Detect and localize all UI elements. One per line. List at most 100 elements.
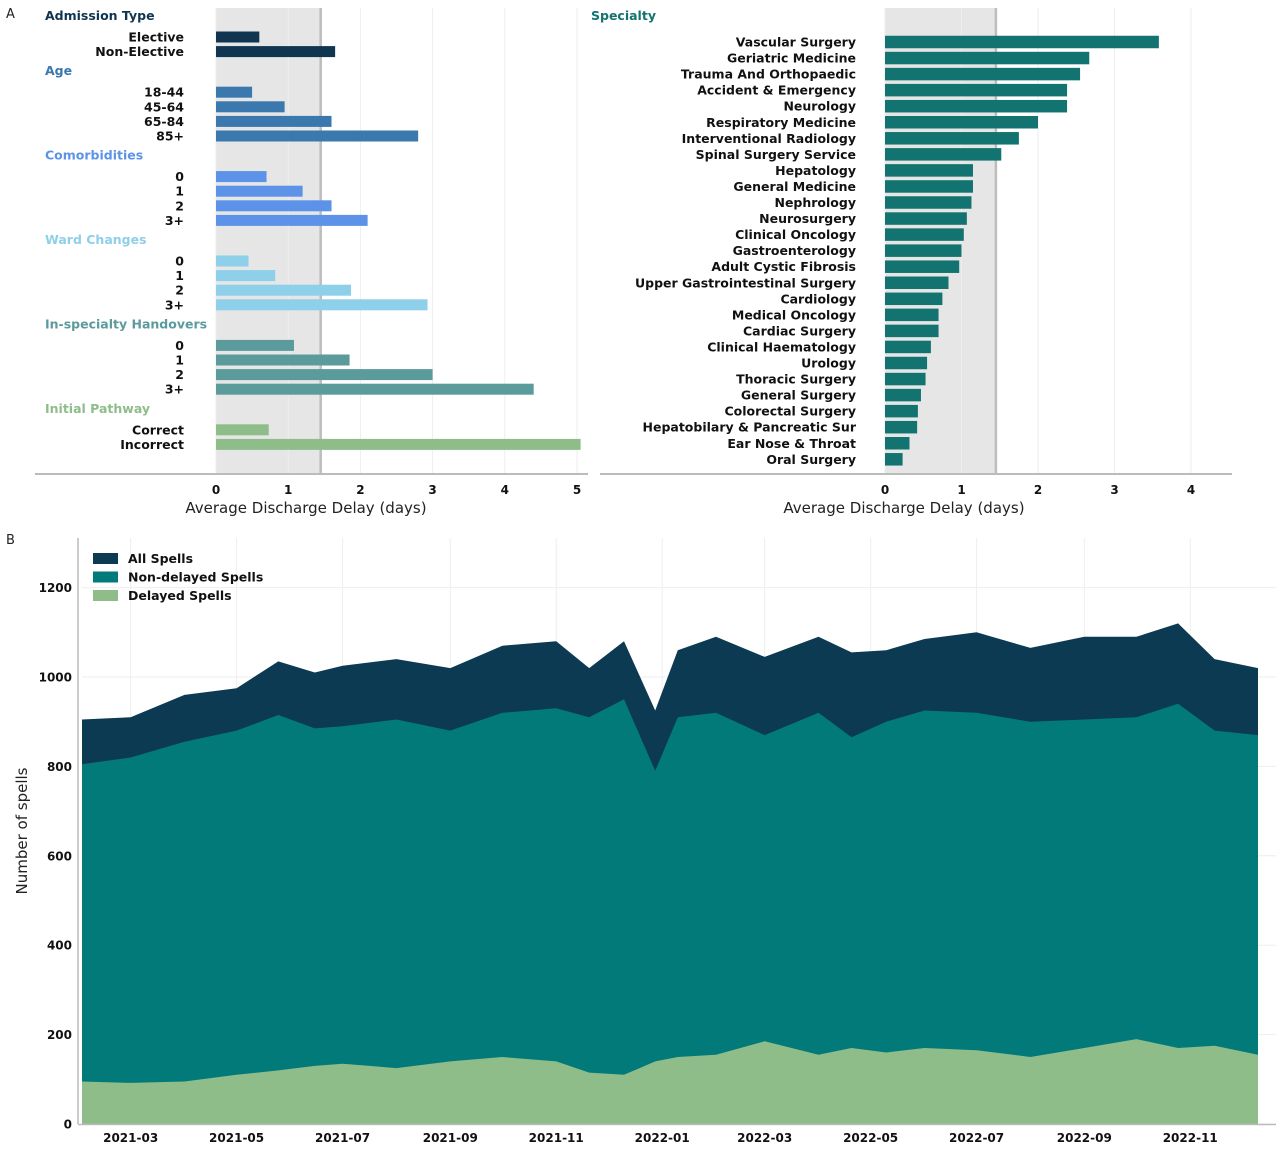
y-tick-label: 0 xyxy=(64,1118,72,1132)
baseline-shaded-region xyxy=(216,8,321,474)
bar-initial-pathway-incorrect xyxy=(216,438,581,450)
category-label: 3+ xyxy=(165,297,184,312)
category-label: 18-44 xyxy=(144,85,184,100)
bar-comorbidities-3 xyxy=(216,214,368,226)
category-label: Respiratory Medicine xyxy=(706,115,856,130)
x-tick-label: 5 xyxy=(573,483,581,497)
group-label-age: Age xyxy=(45,63,72,78)
y-tick-label: 600 xyxy=(47,849,72,863)
bar-age-18-44 xyxy=(216,86,253,98)
category-label: Clinical Oncology xyxy=(735,227,856,242)
bar-ward-changes-1 xyxy=(216,270,276,282)
group-label-initial-pathway: Initial Pathway xyxy=(45,401,150,416)
category-label: 0 xyxy=(175,169,184,184)
x-tick-label: 2021-11 xyxy=(529,1131,584,1145)
bar-nephrology xyxy=(885,196,972,209)
bar-colorectal-surgery xyxy=(885,404,918,418)
y-tick-label: 800 xyxy=(47,760,72,774)
category-label: 0 xyxy=(175,338,184,353)
x-tick-label: 4 xyxy=(1187,483,1195,497)
area-non-delayed-spells xyxy=(82,699,1258,1124)
spells-area-chart: 0 200 400 600 800 1000 1200 2021-03 2021-05 2021-… xyxy=(13,538,1276,1145)
category-label: Cardiac Surgery xyxy=(743,323,856,338)
x-tick-label: 2021-07 xyxy=(315,1131,370,1145)
category-label: Elective xyxy=(128,30,184,45)
category-label: 1 xyxy=(175,268,184,283)
category-label: Upper Gastrointestinal Surgery xyxy=(635,275,856,290)
category-label: Colorectal Surgery xyxy=(724,404,856,419)
bar-respiratory-medicine xyxy=(885,116,1038,129)
category-label: 0 xyxy=(175,254,184,269)
category-label: Correct xyxy=(132,422,184,437)
bar-cardiac-surgery xyxy=(885,324,939,338)
category-label: 2 xyxy=(175,198,184,213)
y-axis-label: Number of spells xyxy=(13,767,31,894)
bar-general-medicine xyxy=(885,180,973,193)
category-label: Cardiology xyxy=(780,291,856,306)
category-label: 2 xyxy=(175,283,184,298)
x-tick-label: 0 xyxy=(881,483,889,497)
category-label: Oral Surgery xyxy=(766,452,856,467)
category-label: Ear Nose & Throat xyxy=(727,436,856,451)
bar-comorbidities-0 xyxy=(216,171,267,183)
legend-label-delayed-spells: Delayed Spells xyxy=(128,588,232,603)
bar-age-45-64 xyxy=(216,101,285,113)
category-label: Thoracic Surgery xyxy=(736,372,856,387)
bar-ward-changes-0 xyxy=(216,255,249,267)
y-tick-label: 400 xyxy=(47,939,72,953)
category-label: Gastroenterology xyxy=(733,243,856,258)
category-label: Nephrology xyxy=(774,195,856,210)
category-label: 3+ xyxy=(165,382,184,397)
bar-general-surgery xyxy=(885,388,921,402)
x-tick-label: 0 xyxy=(212,483,220,497)
category-label: Urology xyxy=(801,356,856,371)
group-label-comorbidities: Comorbidities xyxy=(45,148,143,163)
bar-neurosurgery xyxy=(885,212,967,225)
bar-spinal-surgery-service xyxy=(885,148,1002,161)
x-tick-label: 1 xyxy=(957,483,965,497)
x-tick-label: 1 xyxy=(284,483,292,497)
y-tick-label: 1000 xyxy=(39,671,72,685)
bar-in-specialty-handovers-3 xyxy=(216,383,534,395)
x-axis-label: Average Discharge Delay (days) xyxy=(185,499,426,517)
category-label: Adult Cystic Fibrosis xyxy=(711,259,856,274)
bar-comorbidities-1 xyxy=(216,185,303,197)
x-tick-label: 2 xyxy=(356,483,364,497)
category-label: Accident & Emergency xyxy=(697,83,856,98)
bar-in-specialty-handovers-0 xyxy=(216,339,294,351)
x-tick-label: 4 xyxy=(501,483,509,497)
legend-swatch-non-delayed-spells xyxy=(93,571,118,583)
bar-clinical-haematology xyxy=(885,340,931,354)
legend-swatch-delayed-spells xyxy=(93,590,118,601)
bar-adult-cystic-fibrosis xyxy=(885,260,960,273)
group-label-ward-changes: Ward Changes xyxy=(45,232,147,247)
x-tick-label: 2022-05 xyxy=(843,1131,898,1145)
x-axis-label: Average Discharge Delay (days) xyxy=(783,499,1024,517)
bar-neurology xyxy=(885,99,1068,113)
bar-trauma-and-orthopaedic xyxy=(885,67,1081,81)
category-label: General Surgery xyxy=(741,388,856,403)
category-label: Geriatric Medicine xyxy=(727,51,856,66)
group-label-admission-type: Admission Type xyxy=(45,8,155,23)
category-label: Hepatobilary & Pancreatic Sur xyxy=(643,420,857,435)
bar-clinical-oncology xyxy=(885,228,964,241)
x-tick-label: 2021-09 xyxy=(423,1131,478,1145)
x-tick-label: 2022-07 xyxy=(949,1131,1004,1145)
bar-hepatology xyxy=(885,164,973,177)
category-label: Clinical Haematology xyxy=(707,339,856,354)
x-tick-label: 2022-09 xyxy=(1057,1131,1112,1145)
category-label: Hepatology xyxy=(775,163,856,178)
category-label: Non-Elective xyxy=(95,44,184,59)
bar-admission-type-non-elective xyxy=(216,46,336,58)
x-tick-label: 2022-01 xyxy=(635,1131,690,1145)
legend-swatch-all-spells xyxy=(93,553,118,564)
bar-medical-oncology xyxy=(885,308,939,322)
x-tick-label: 2022-03 xyxy=(737,1131,792,1145)
category-label: 65-84 xyxy=(144,114,184,129)
bar-ward-changes-2 xyxy=(216,284,352,296)
x-tick-label: 3 xyxy=(1110,483,1118,497)
bar-ward-changes-3 xyxy=(216,299,428,311)
bar-comorbidities-2 xyxy=(216,200,332,212)
